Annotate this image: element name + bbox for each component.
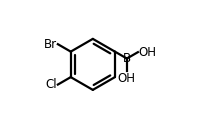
Text: OH: OH bbox=[118, 72, 136, 85]
Text: Cl: Cl bbox=[45, 78, 57, 91]
Text: Br: Br bbox=[44, 38, 57, 51]
Text: OH: OH bbox=[139, 46, 157, 59]
Text: B: B bbox=[123, 52, 131, 65]
